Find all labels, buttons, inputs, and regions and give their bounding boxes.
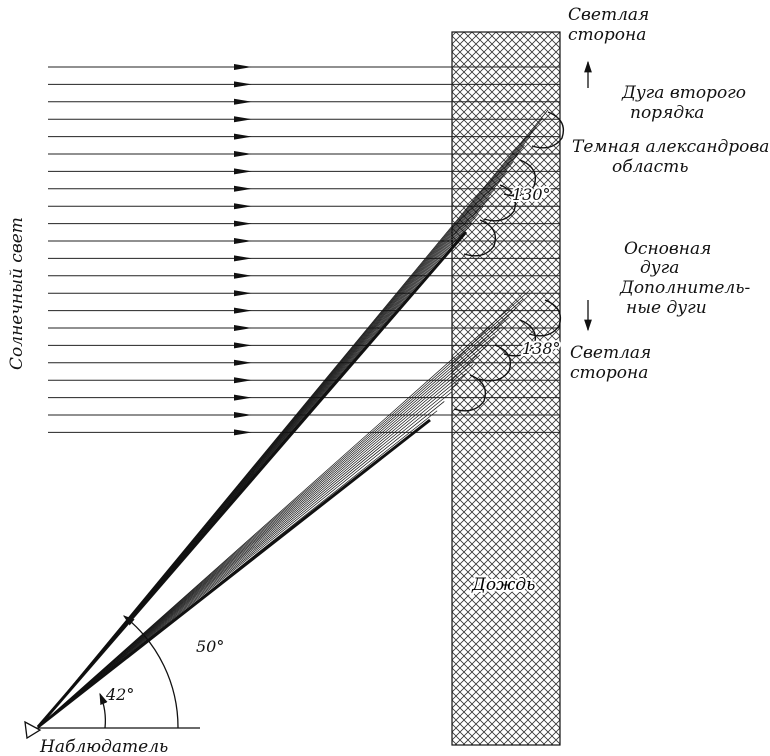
label: Основная xyxy=(624,239,711,259)
ray-arrowhead xyxy=(234,238,252,244)
light-path xyxy=(37,317,509,728)
light-path xyxy=(37,401,445,728)
ray-arrowhead xyxy=(234,116,252,123)
drop-path xyxy=(503,319,537,357)
label: дуга xyxy=(640,258,679,278)
ray-arrowhead xyxy=(234,255,252,262)
angle-arc-42 xyxy=(99,692,108,729)
ray-arrowhead xyxy=(234,272,252,279)
arrows xyxy=(24,60,592,740)
light-path xyxy=(37,364,474,728)
ray-arrowhead xyxy=(234,290,252,297)
light-paths xyxy=(36,109,565,729)
angle-label: 42° xyxy=(105,685,134,704)
light-path xyxy=(37,299,524,728)
angle-label: 138° xyxy=(522,339,561,358)
angle-label: 130° xyxy=(512,185,551,204)
ray-arrowhead xyxy=(234,168,252,175)
label: порядка xyxy=(630,103,704,123)
ray-arrowhead xyxy=(234,220,252,227)
ray-arrowhead xyxy=(234,359,252,366)
label: Дождь xyxy=(471,575,535,595)
light-path xyxy=(37,382,459,728)
ray-arrowhead xyxy=(234,98,252,105)
label: сторона xyxy=(568,25,646,45)
ray-arrowhead xyxy=(234,133,252,140)
light-path xyxy=(37,410,438,728)
ray-arrowhead xyxy=(234,185,252,192)
drop-path xyxy=(463,219,497,257)
drop-path xyxy=(503,159,537,197)
rain-column xyxy=(451,31,561,746)
light-path xyxy=(37,354,481,728)
ray-arrowhead xyxy=(234,377,252,384)
label: Светлая xyxy=(570,343,651,363)
labels: Светлая сторона Дуга второго порядка Тем… xyxy=(7,5,769,756)
ray-arrowhead xyxy=(234,64,252,70)
ray-arrowhead xyxy=(234,342,252,349)
light-path xyxy=(37,289,531,728)
drop-path xyxy=(531,111,565,149)
light-path xyxy=(37,336,495,728)
drop-path xyxy=(478,344,512,382)
label: область xyxy=(612,157,688,177)
label: Дуга второго xyxy=(621,83,746,103)
ray-arrowhead xyxy=(234,203,252,210)
label: Наблюдатель xyxy=(39,737,168,756)
light-path xyxy=(37,308,516,728)
sun-rays xyxy=(48,64,560,436)
ray-arrowhead xyxy=(234,429,252,436)
label: ные дуги xyxy=(626,298,707,318)
ray-arrowhead xyxy=(234,81,252,88)
angle-label: 50° xyxy=(196,637,224,656)
ray-arrowhead xyxy=(234,394,252,401)
drop-path xyxy=(453,374,487,412)
light-path xyxy=(37,326,502,728)
label: Солнечный свет xyxy=(7,217,27,370)
light-path xyxy=(37,391,452,728)
drop-path xyxy=(483,184,517,222)
light-path xyxy=(37,418,431,729)
light-path xyxy=(37,345,488,728)
label: Светлая xyxy=(568,5,649,25)
label: Темная александрова xyxy=(572,137,769,157)
observer-eye xyxy=(24,720,42,740)
drop-path xyxy=(528,299,562,337)
ray-arrowhead xyxy=(234,325,252,331)
ray-arrowhead xyxy=(234,412,252,418)
label: сторона xyxy=(570,363,648,383)
ray-arrowhead xyxy=(234,307,252,314)
angle-arc-50 xyxy=(122,615,179,729)
light-path xyxy=(37,373,466,728)
label: Дополнитель- xyxy=(619,278,750,298)
ray-arrowhead xyxy=(234,151,252,157)
